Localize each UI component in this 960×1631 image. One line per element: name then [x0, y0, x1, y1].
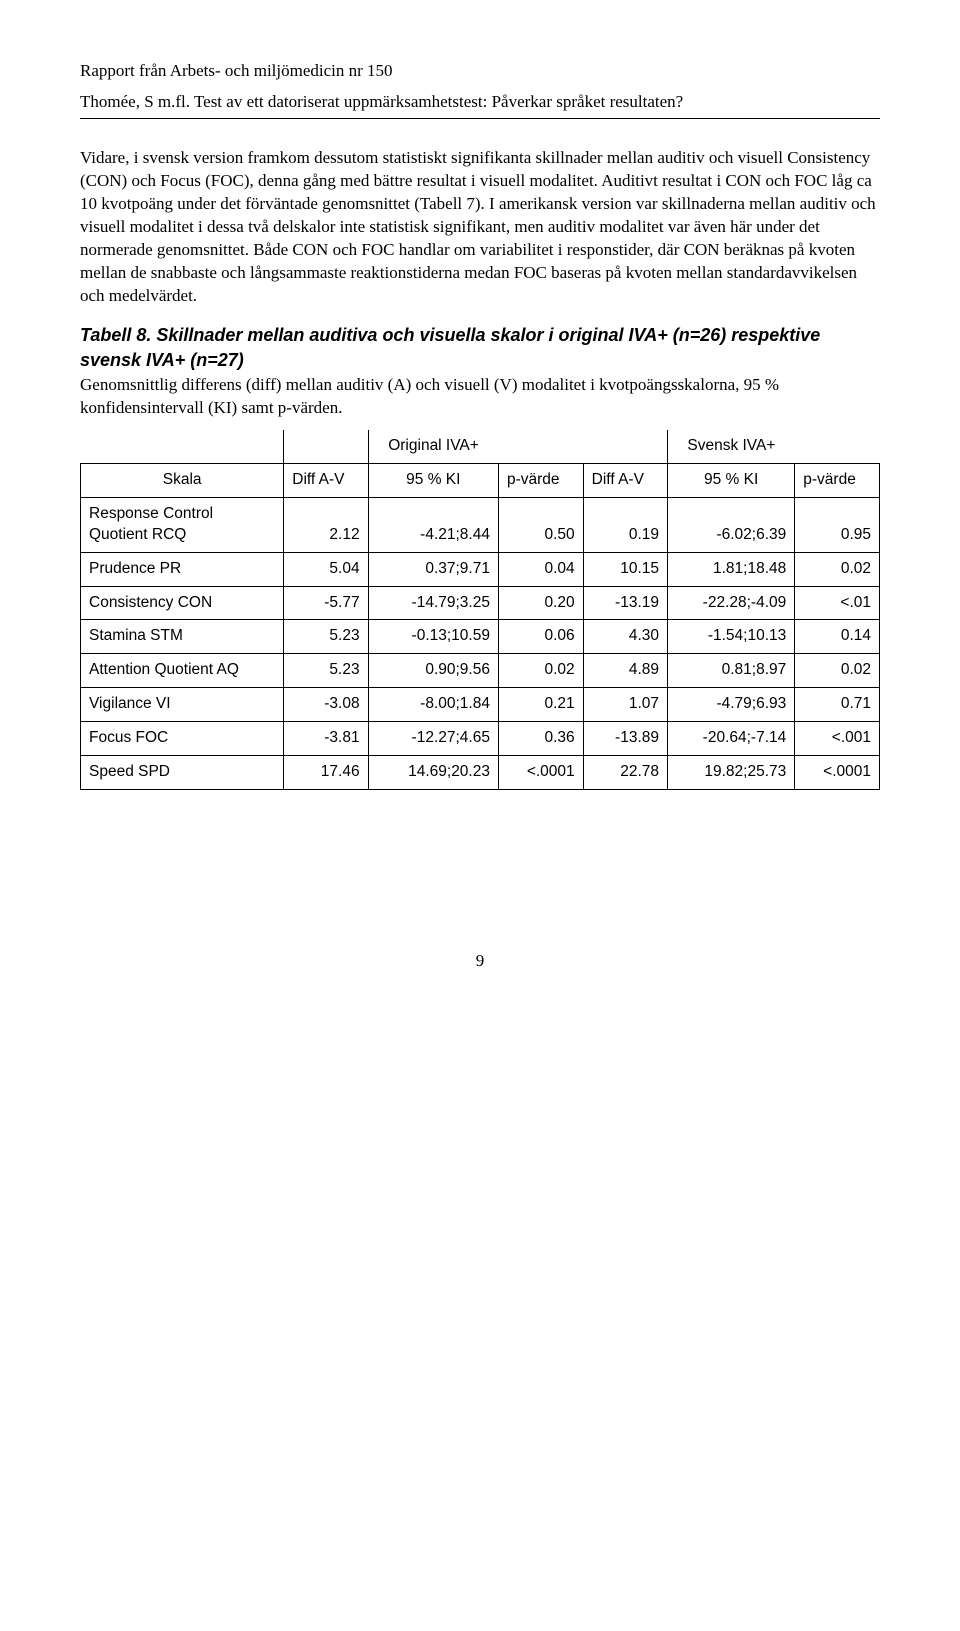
row-cell: 0.21 [498, 688, 583, 722]
table-column-header-row: Skala Diff A-V 95 % KI p-värde Diff A-V … [81, 463, 880, 497]
col-header-diff2: Diff A-V [583, 463, 667, 497]
row-cell: <.001 [795, 722, 880, 756]
table-row: Response ControlQuotient RCQ2.12-4.21;8.… [81, 497, 880, 552]
row-cell: 0.02 [498, 654, 583, 688]
row-cell: 0.37;9.71 [368, 552, 498, 586]
group-header-original: Original IVA+ [368, 430, 498, 463]
row-cell: -13.19 [583, 586, 667, 620]
row-cell: 0.04 [498, 552, 583, 586]
row-cell: 14.69;20.23 [368, 756, 498, 790]
row-cell: <.0001 [795, 756, 880, 790]
table-group-header-row: Original IVA+ Svensk IVA+ [81, 430, 880, 463]
table-heading: Tabell 8. Skillnader mellan auditiva och… [80, 323, 880, 372]
row-cell: 22.78 [583, 756, 667, 790]
row-cell: 10.15 [583, 552, 667, 586]
table-row: Attention Quotient AQ5.230.90;9.560.024.… [81, 654, 880, 688]
row-cell: 0.81;8.97 [668, 654, 795, 688]
row-cell: 4.89 [583, 654, 667, 688]
body-paragraph: Vidare, i svensk version framkom dessuto… [80, 147, 880, 308]
row-cell: -0.13;10.59 [368, 620, 498, 654]
row-cell: -4.21;8.44 [368, 497, 498, 552]
row-cell: 0.95 [795, 497, 880, 552]
row-cell: -4.79;6.93 [668, 688, 795, 722]
col-header-diff1: Diff A-V [284, 463, 368, 497]
empty-header-cell [284, 430, 368, 463]
row-label: Stamina STM [81, 620, 284, 654]
col-header-p2: p-värde [795, 463, 880, 497]
row-cell: -3.81 [284, 722, 368, 756]
row-cell: -13.89 [583, 722, 667, 756]
row-cell: 0.02 [795, 654, 880, 688]
report-author-title-line: Thomée, S m.fl. Test av ett datoriserat … [80, 91, 880, 114]
row-cell: -6.02;6.39 [668, 497, 795, 552]
table-subtext: Genomsnittlig differens (diff) mellan au… [80, 374, 880, 420]
row-cell: 0.20 [498, 586, 583, 620]
col-header-ki2: 95 % KI [668, 463, 795, 497]
table-row: Stamina STM5.23-0.13;10.590.064.30-1.54;… [81, 620, 880, 654]
row-label: Vigilance VI [81, 688, 284, 722]
row-cell: 0.71 [795, 688, 880, 722]
row-label: Prudence PR [81, 552, 284, 586]
row-cell: 5.23 [284, 620, 368, 654]
row-cell: -14.79;3.25 [368, 586, 498, 620]
row-cell: 0.36 [498, 722, 583, 756]
row-cell: 2.12 [284, 497, 368, 552]
col-header-ki1: 95 % KI [368, 463, 498, 497]
row-cell: 1.07 [583, 688, 667, 722]
data-table: Original IVA+ Svensk IVA+ Skala Diff A-V… [80, 430, 880, 790]
row-cell: 0.06 [498, 620, 583, 654]
row-cell: -20.64;-7.14 [668, 722, 795, 756]
row-cell: 5.04 [284, 552, 368, 586]
group-header-svensk: Svensk IVA+ [668, 430, 795, 463]
report-series-line: Rapport från Arbets- och miljömedicin nr… [80, 60, 880, 83]
row-label: Attention Quotient AQ [81, 654, 284, 688]
page-number: 9 [80, 950, 880, 973]
row-cell: -8.00;1.84 [368, 688, 498, 722]
table-row: Speed SPD17.4614.69;20.23<.000122.7819.8… [81, 756, 880, 790]
row-cell: 5.23 [284, 654, 368, 688]
row-cell: 0.02 [795, 552, 880, 586]
row-cell: <.0001 [498, 756, 583, 790]
row-cell: <.01 [795, 586, 880, 620]
row-cell: 0.50 [498, 497, 583, 552]
row-cell: 19.82;25.73 [668, 756, 795, 790]
row-label: Focus FOC [81, 722, 284, 756]
row-cell: 0.90;9.56 [368, 654, 498, 688]
row-label: Speed SPD [81, 756, 284, 790]
empty-header-cell [795, 430, 880, 463]
empty-header-cell [81, 430, 284, 463]
row-cell: -3.08 [284, 688, 368, 722]
table-row: Vigilance VI-3.08-8.00;1.840.211.07-4.79… [81, 688, 880, 722]
row-cell: -1.54;10.13 [668, 620, 795, 654]
row-cell: 1.81;18.48 [668, 552, 795, 586]
row-cell: -5.77 [284, 586, 368, 620]
col-header-p1: p-värde [498, 463, 583, 497]
row-cell: -12.27;4.65 [368, 722, 498, 756]
row-cell: 4.30 [583, 620, 667, 654]
row-cell: -22.28;-4.09 [668, 586, 795, 620]
table-row: Focus FOC-3.81-12.27;4.650.36-13.89-20.6… [81, 722, 880, 756]
table-row: Prudence PR5.040.37;9.710.0410.151.81;18… [81, 552, 880, 586]
row-label: Consistency CON [81, 586, 284, 620]
row-cell: 0.19 [583, 497, 667, 552]
col-header-skala: Skala [81, 463, 284, 497]
header-rule [80, 118, 880, 119]
row-cell: 17.46 [284, 756, 368, 790]
empty-header-cell [498, 430, 583, 463]
table-row: Consistency CON-5.77-14.79;3.250.20-13.1… [81, 586, 880, 620]
table-body: Response ControlQuotient RCQ2.12-4.21;8.… [81, 497, 880, 789]
row-cell: 0.14 [795, 620, 880, 654]
row-label: Response ControlQuotient RCQ [81, 497, 284, 552]
empty-header-cell [583, 430, 667, 463]
